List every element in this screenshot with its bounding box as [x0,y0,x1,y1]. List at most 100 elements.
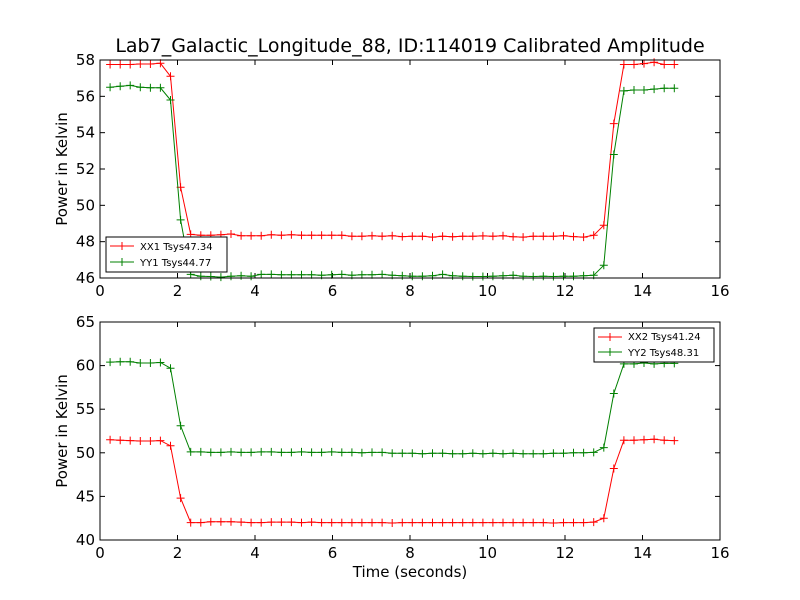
top-series-1-point [670,84,679,93]
bottom-series-1-point [106,358,115,367]
top-y-tick-label: 54 [76,124,95,142]
top-series-0-point [327,231,336,240]
top-series-1-point [337,270,346,279]
top-x-tick-label: 0 [95,282,105,300]
bottom-x-tick-label: 16 [710,544,729,562]
bottom-series-1-point [398,449,407,458]
top-series-0-point [247,231,256,240]
top-series-1-point [408,272,417,281]
bottom-series-1-point [408,449,417,458]
top-series-0-point [136,60,145,68]
bottom-legend-label-xx2: XX2 Tsys41.24 [628,332,701,343]
top-series-0-point [539,232,548,241]
bottom-series-0-point [579,518,588,527]
top-series-1-point [327,270,336,279]
top-series-0-point [630,60,638,69]
top-series-1-point [267,270,276,279]
bottom-series-1-point [519,449,528,458]
bottom-y-tick-label: 45 [76,487,95,505]
bottom-series-1-point [237,448,246,457]
bottom-legend-marker-xx2 [606,333,614,341]
top-series-1-point [357,270,366,279]
bottom-series-0-point [398,518,407,527]
bottom-y-axis-label: Power in Kelvin [53,374,71,488]
bottom-series-0-point [408,518,417,527]
top-series-0-point [368,231,376,240]
top-series-0-point [337,231,346,240]
bottom-series-0-point [146,437,155,445]
top-x-tick-label: 4 [250,282,260,300]
bottom-series-1-point [277,448,286,457]
top-series-1-point [136,83,145,92]
top-series-0-point [307,231,316,240]
top-series-0-point [297,231,306,240]
bottom-series-1-point [146,359,155,367]
top-x-tick-label: 10 [478,282,497,300]
top-series-1-point [257,270,266,279]
bottom-series-1-point [206,448,215,457]
top-series-0-point [478,231,487,240]
bottom-series-1-point [257,447,266,456]
top-series-0-point [660,60,669,69]
top-series-0-point [257,231,266,240]
bottom-series-1-point [609,389,618,398]
bottom-series-0-point [468,518,477,527]
bottom-series-1-point [368,448,376,457]
bottom-series-0-point [388,519,397,527]
bottom-series-1-point [227,447,235,456]
bottom-series-0-point [368,518,376,527]
bottom-series-1-point [287,448,296,457]
bottom-series-0-point [539,518,548,527]
bottom-axes-frame [99,321,721,541]
bottom-series-1-point [418,449,427,458]
bottom-series-0-point [116,436,125,445]
top-series-0-point [106,60,115,69]
bottom-series-0-point [529,518,538,527]
bottom-series-1-point [216,448,225,457]
top-y-tick-label: 46 [76,269,95,287]
bottom-series-0-point [438,518,447,527]
top-series-0-point [267,230,276,239]
bottom-series-1-point [176,421,185,430]
top-y-tick-label: 58 [76,51,95,69]
bottom-series-1-point [247,448,256,457]
bottom-series-1-point [589,448,598,457]
top-y-tick-label: 52 [76,160,95,178]
bottom-series-0-point [619,436,628,445]
bottom-x-tick-label: 0 [95,544,105,562]
bottom-y-tick-label: 55 [76,400,95,418]
top-legend-marker-xx1 [118,242,126,250]
bottom-series-0-point [227,517,235,526]
bottom-series-1-point [539,449,548,458]
top-series-1-point [126,81,135,90]
top-x-tick-label: 8 [405,282,415,300]
top-series-group [106,58,679,282]
top-series-0-point [609,119,618,128]
bottom-x-tick-label: 2 [173,544,183,562]
bottom-series-1-point [357,448,366,457]
bottom-series-1-point [458,449,467,458]
chart-title: Lab7_Galactic_Longitude_88, ID:114019 Ca… [115,35,704,57]
top-series-1-point [599,261,608,270]
bottom-series-1-point [388,449,397,458]
top-series-1-point [468,272,477,281]
top-series-0-point [468,232,477,241]
top-series-1-point [569,272,578,281]
top-series-0-point [146,60,155,68]
bottom-series-1-point [327,447,336,456]
top-series-0-point [237,231,246,240]
top-series-0-point [579,233,588,242]
bottom-series-0-point [640,435,648,444]
bottom-series-0-point [327,518,336,527]
bottom-x-axis-label: Time (seconds) [352,563,468,581]
top-series-1-point [650,85,659,94]
bottom-series-0-point [458,518,467,527]
bottom-series-1-point [448,449,457,458]
top-legend-box [105,236,228,273]
bottom-series-0-point [317,518,326,527]
top-series-1-point [478,272,487,281]
top-series-1-point [247,272,256,281]
bottom-series-group [106,357,679,527]
